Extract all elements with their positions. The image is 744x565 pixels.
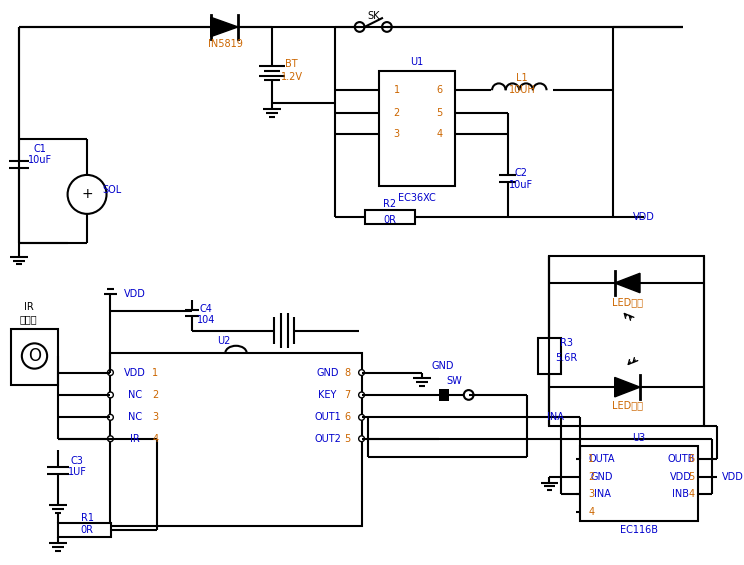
Text: INB: INB [673,489,690,499]
Text: IR: IR [24,302,33,312]
Text: OUT2: OUT2 [314,434,341,444]
Text: C4: C4 [199,305,212,314]
Text: 4: 4 [437,129,443,139]
Text: 5: 5 [344,434,350,444]
Circle shape [107,392,113,398]
Circle shape [382,22,392,32]
Text: LED灯串: LED灯串 [612,399,643,410]
Circle shape [22,344,47,368]
Circle shape [107,414,113,420]
Polygon shape [615,377,640,397]
Text: 3: 3 [589,489,594,499]
Text: EC36XC: EC36XC [398,193,436,203]
Text: NC: NC [128,412,142,422]
Text: 1: 1 [394,85,400,95]
Circle shape [359,370,365,376]
Text: C2: C2 [515,168,527,178]
Text: 接收头: 接收头 [20,314,37,324]
Text: 10UH: 10UH [509,85,536,95]
Text: L1: L1 [516,72,528,82]
Bar [365,210,415,224]
Text: 3: 3 [394,129,400,139]
Circle shape [464,390,473,400]
Text: 5: 5 [688,472,695,482]
Text: R3: R3 [559,338,573,349]
Circle shape [355,22,365,32]
Text: 10uF: 10uF [28,155,52,166]
Text: EC116B: EC116B [620,525,658,535]
Polygon shape [615,273,640,293]
Text: OUTA: OUTA [589,454,615,464]
Text: O: O [28,347,41,365]
Text: 2: 2 [589,472,594,482]
Text: C1: C1 [34,144,47,154]
Text: BT: BT [285,59,298,69]
Text: R1: R1 [80,512,94,523]
Text: 1: 1 [152,368,158,377]
Text: VDD: VDD [124,368,146,377]
Text: U3: U3 [632,433,646,443]
Text: 6: 6 [344,412,350,422]
Text: 7: 7 [344,390,350,400]
Text: GND: GND [431,360,454,371]
Text: VDD: VDD [633,212,655,222]
Polygon shape [211,17,238,37]
Text: 0R: 0R [80,525,94,535]
Text: U2: U2 [217,336,230,346]
Text: 4: 4 [589,507,594,517]
Text: C3: C3 [71,456,84,466]
Text: R2: R2 [383,199,397,209]
Text: 2: 2 [394,107,400,118]
Text: SW: SW [446,376,462,386]
Bar [580,446,699,521]
Text: IR: IR [130,434,140,444]
Text: SOL: SOL [103,185,122,194]
Text: GND: GND [316,368,339,377]
Circle shape [68,175,106,214]
Bar [440,389,449,401]
Text: 1.2V: 1.2V [280,72,303,81]
Text: 6: 6 [688,454,695,464]
Text: VDD: VDD [722,472,744,482]
Text: 5: 5 [436,107,443,118]
Text: OUT1: OUT1 [314,412,341,422]
Text: 10uF: 10uF [509,180,533,190]
Text: NC: NC [128,390,142,400]
Bar [58,523,112,537]
Text: OUTB: OUTB [667,454,695,464]
Circle shape [107,436,113,442]
Text: 104: 104 [196,315,215,325]
Text: 5.6R: 5.6R [555,353,577,363]
Text: IN5819: IN5819 [208,38,243,49]
Text: 8: 8 [344,368,350,377]
Text: 2: 2 [152,390,158,400]
Text: +: + [81,188,93,201]
Text: 0R: 0R [383,215,397,225]
Bar [11,329,58,385]
Text: U1: U1 [411,57,423,67]
Text: KEY: KEY [318,390,337,400]
Text: INA: INA [594,489,611,499]
Circle shape [359,436,365,442]
Text: 1UF: 1UF [68,467,87,477]
Text: 1: 1 [589,454,594,464]
Text: 4: 4 [688,489,695,499]
Text: 6: 6 [437,85,443,95]
Text: SK: SK [367,11,379,21]
Bar [538,338,561,373]
Text: 3: 3 [152,412,158,422]
Text: INA: INA [547,412,563,422]
Circle shape [359,392,365,398]
Circle shape [107,370,113,376]
Bar [550,256,705,426]
Text: GND: GND [591,472,613,482]
Text: VDD: VDD [124,289,146,299]
Bar [379,71,455,186]
Text: LED灯串: LED灯串 [612,297,643,307]
Text: 4: 4 [152,434,158,444]
Text: VDD: VDD [670,472,692,482]
Bar [110,353,362,527]
Circle shape [359,414,365,420]
